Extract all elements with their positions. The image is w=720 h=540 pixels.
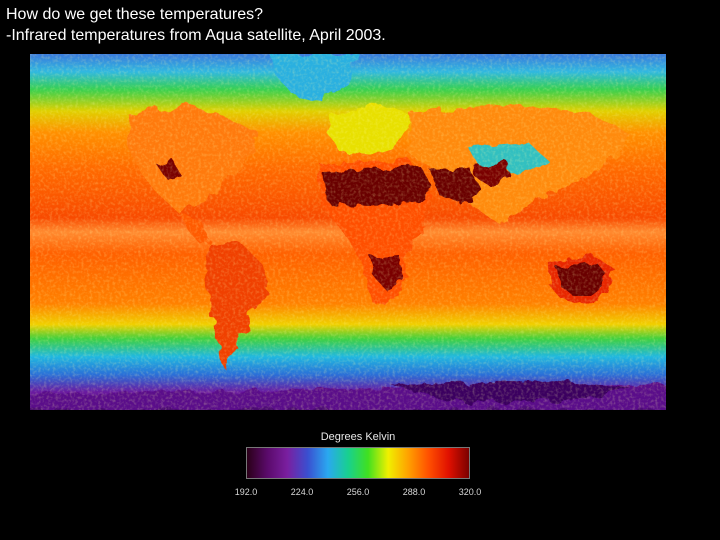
slide-title: How do we get these temperatures? -Infra… — [6, 4, 386, 46]
legend-tick-192: 192.0 — [234, 487, 258, 497]
title-line-question: How do we get these temperatures? — [6, 6, 264, 23]
cloud-speckle-texture — [30, 54, 666, 410]
legend-tick-288: 288.0 — [402, 487, 426, 497]
legend-tick-320: 320.0 — [458, 487, 482, 497]
legend-title: Degrees Kelvin — [320, 431, 396, 443]
title-line-caption: -Infrared temperatures from Aqua satelli… — [6, 27, 386, 44]
temperature-map-graphic — [30, 54, 666, 410]
legend-tick-256: 256.0 — [346, 487, 370, 497]
temperature-colorbar — [246, 447, 470, 479]
legend-tick-224: 224.0 — [290, 487, 314, 497]
global-temperature-map — [30, 54, 666, 410]
